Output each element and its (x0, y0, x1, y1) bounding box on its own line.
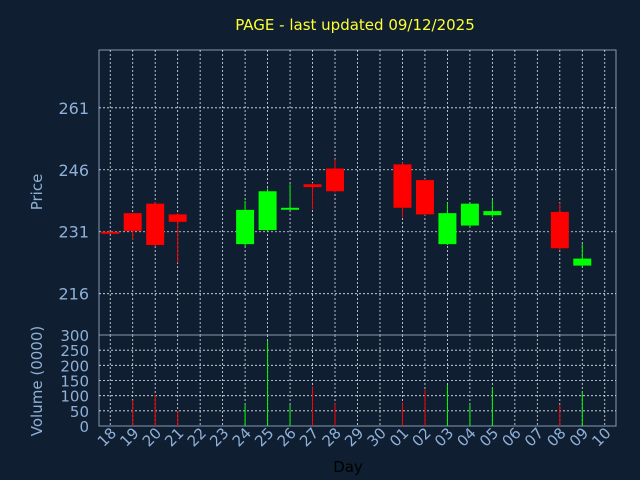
candle-body (483, 211, 502, 216)
price-panel: 216 231 246 261 (58, 49, 617, 336)
candle-body (438, 213, 457, 245)
volume-tick-label: 300 (60, 327, 89, 345)
candle-body (460, 203, 479, 226)
volume-axis-title: Volume (0000) (28, 326, 46, 436)
candle-body (326, 168, 345, 192)
price-tick-label: 216 (58, 285, 89, 304)
candle-body (101, 231, 120, 234)
volume-tick-label: 250 (60, 342, 89, 360)
candle-body (168, 214, 187, 222)
price-plot-frame (98, 49, 617, 336)
candle-body (573, 258, 592, 266)
x-axis-title: Day (333, 458, 363, 476)
candle-body (550, 211, 569, 249)
chart-title: PAGE - last updated 09/12/2025 (235, 16, 475, 34)
volume-tick-label: 0 (79, 418, 89, 436)
volume-tick-label: 200 (60, 357, 89, 375)
candle-body (123, 213, 142, 231)
price-tick-label: 246 (58, 161, 89, 180)
volume-tick-label: 100 (60, 388, 89, 406)
candle-body (258, 191, 277, 231)
price-tick-label: 231 (58, 223, 89, 242)
price-tick-label: 261 (58, 99, 89, 118)
x-tick-label: 10 (588, 424, 614, 450)
volume-tick-label: 150 (60, 373, 89, 391)
candle-body (393, 164, 412, 208)
volume-tick-label: 50 (70, 403, 89, 421)
x-axis: 1819202122232425262728293001020304050607… (94, 424, 615, 450)
price-axis-title: Price (28, 174, 46, 211)
candle-body (303, 184, 322, 188)
candle-body (146, 203, 165, 245)
candle-body (281, 207, 300, 210)
candle-body (236, 209, 255, 245)
candle-body (415, 180, 434, 215)
